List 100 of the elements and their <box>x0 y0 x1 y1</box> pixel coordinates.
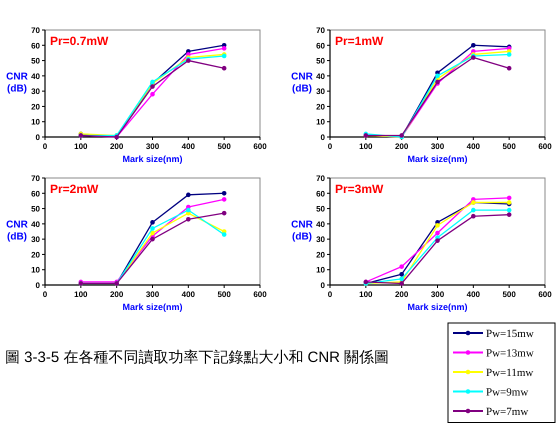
point <box>186 192 191 198</box>
y-tick-label: 60 <box>31 41 41 50</box>
x-tick-label: 600 <box>538 142 552 151</box>
point <box>150 236 155 242</box>
legend-label: Pw=9mw <box>486 386 528 398</box>
point <box>222 232 226 237</box>
x-axis-title: Mark size(nm) <box>407 154 468 164</box>
point <box>399 272 404 277</box>
point <box>435 238 440 243</box>
y-tick-label: 20 <box>31 102 41 112</box>
point <box>435 230 440 236</box>
x-tick-label: 200 <box>394 142 409 151</box>
y-tick-label: 40 <box>31 72 41 81</box>
point <box>435 223 440 228</box>
x-axis-title: Mark size(nm) <box>407 302 468 312</box>
y-tick-label: 70 <box>316 26 326 35</box>
y-tick-label: 40 <box>316 72 326 81</box>
point <box>150 84 155 89</box>
point <box>471 208 476 212</box>
y-tick-label: 10 <box>31 118 41 127</box>
point <box>150 226 155 231</box>
x-tick-label: 200 <box>110 142 124 151</box>
y-tick-label: 50 <box>316 56 326 66</box>
legend-label: Pw=15mw <box>486 328 534 340</box>
point <box>506 52 512 57</box>
point <box>222 197 226 202</box>
y-tick-label: 60 <box>31 189 41 198</box>
y-tick-label: 20 <box>316 250 326 260</box>
point <box>150 230 155 236</box>
point <box>150 220 155 225</box>
x-tick-label: 500 <box>217 142 232 151</box>
x-tick-label: 100 <box>74 290 88 299</box>
x-tick-label: 300 <box>430 290 445 299</box>
point <box>471 42 476 48</box>
x-tick-label: 200 <box>394 290 409 299</box>
y-tick-label: 0 <box>36 133 41 142</box>
y-tick-label: 0 <box>36 281 41 290</box>
y-tick-label: 10 <box>316 118 326 127</box>
y-tick-label: 30 <box>31 87 41 96</box>
y-tick-label: 10 <box>316 266 326 275</box>
x-tick-label: 500 <box>502 142 516 151</box>
point <box>506 212 512 217</box>
y-axis-title: CNR (dB) <box>291 72 314 94</box>
point <box>506 208 512 212</box>
x-tick-label: 300 <box>146 290 160 299</box>
x-tick-label: 100 <box>74 142 88 151</box>
point <box>222 46 226 51</box>
y-tick-label: 40 <box>316 220 326 229</box>
y-tick-label: 30 <box>316 235 326 244</box>
x-tick-label: 600 <box>253 290 268 299</box>
legend-label: Pw=13mw <box>486 348 534 360</box>
y-tick-label: 60 <box>316 41 326 50</box>
y-tick-label: 70 <box>316 174 326 183</box>
legend-label: Pw=11mw <box>486 367 534 379</box>
x-axis-title: Mark size(nm) <box>122 154 183 164</box>
point <box>506 196 512 200</box>
y-tick-label: 50 <box>31 204 41 214</box>
y-tick-label: 50 <box>316 204 326 214</box>
x-tick-label: 400 <box>182 290 196 299</box>
x-tick-label: 300 <box>430 142 445 151</box>
y-tick-label: 70 <box>31 174 41 183</box>
x-tick-label: 400 <box>466 290 481 299</box>
chart-title: Pr=2mW <box>50 182 100 196</box>
y-tick-label: 30 <box>31 235 41 244</box>
point <box>399 264 404 269</box>
legend-label: Pw=7mw <box>486 406 528 418</box>
y-tick-label: 0 <box>320 281 326 290</box>
point <box>435 74 440 78</box>
x-tick-label: 0 <box>42 290 48 299</box>
y-tick-label: 30 <box>316 87 326 96</box>
x-tick-label: 400 <box>182 142 196 151</box>
chart-title: Pr=3mW <box>335 182 384 196</box>
x-axis-title: Mark size(nm) <box>122 302 183 312</box>
point <box>471 214 476 219</box>
y-axis-title: CNR (dB) <box>6 220 29 242</box>
x-tick-label: 600 <box>538 290 552 299</box>
x-tick-label: 100 <box>359 142 374 151</box>
y-axis-title: CNR (dB) <box>291 220 314 242</box>
point <box>399 276 404 282</box>
y-tick-label: 10 <box>31 266 41 275</box>
x-tick-label: 0 <box>328 142 333 151</box>
x-tick-label: 500 <box>502 290 516 299</box>
point <box>506 66 512 71</box>
y-tick-label: 20 <box>31 250 41 260</box>
point <box>186 216 191 222</box>
y-tick-label: 70 <box>31 26 41 35</box>
x-tick-label: 500 <box>217 290 232 299</box>
x-tick-label: 0 <box>328 290 333 299</box>
chart-title: Pr=1mW <box>335 34 384 48</box>
point <box>222 210 226 216</box>
x-tick-label: 200 <box>110 290 124 299</box>
point <box>222 190 226 196</box>
x-tick-label: 400 <box>466 142 481 151</box>
x-tick-label: 600 <box>253 142 268 151</box>
caption: 圖 3-3-5 在各種不同讀取功率下記錄點大小和 CNR 關係圖 <box>5 349 390 366</box>
point <box>150 92 155 96</box>
x-tick-label: 300 <box>146 142 160 151</box>
chart-title: Pr=0.7mW <box>50 34 110 48</box>
y-tick-label: 0 <box>320 133 326 142</box>
point <box>186 208 191 212</box>
